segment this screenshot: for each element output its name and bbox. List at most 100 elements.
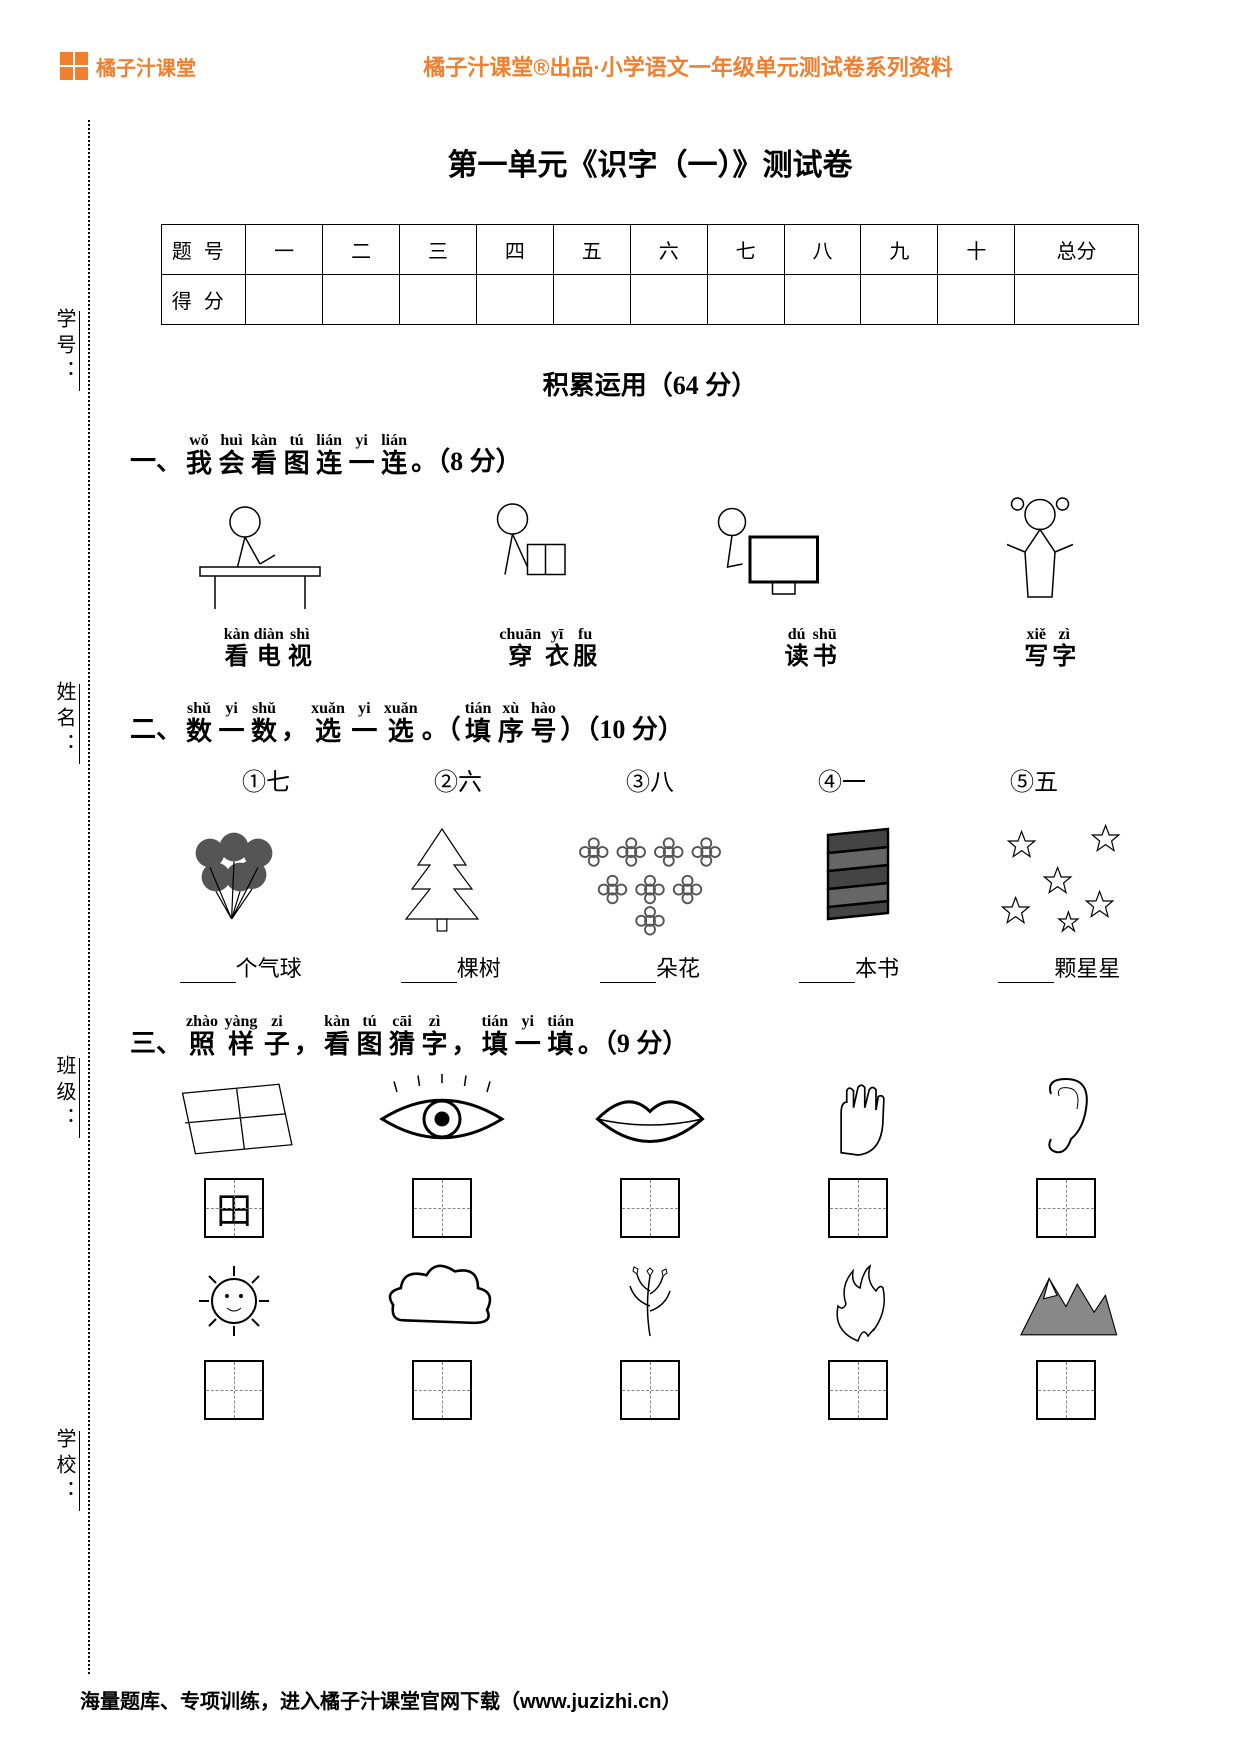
content-area: 第一单元《识字（一）》测试卷 题号 一 二 三 四 五 六 七 八 九 十 总分… — [130, 110, 1170, 1664]
q2-images — [130, 817, 1170, 937]
q3-grids-2 — [130, 1360, 1170, 1420]
ruby-char: lián连 — [381, 432, 407, 478]
image-fire — [783, 1256, 933, 1346]
fill-books[interactable]: 本书 — [799, 951, 899, 983]
grid-blank[interactable] — [620, 1178, 680, 1238]
ruby-char: tián填 — [547, 1013, 574, 1059]
ruby-char: yi一 — [515, 1013, 541, 1059]
label-dushu: dú读shū书 — [785, 626, 837, 670]
image-dressing — [965, 492, 1115, 612]
footer-text: 海量题库、专项训练，进入橘子汁课堂官网下载（www.juzizhi.cn） — [80, 1685, 681, 1714]
brand-text: 橘子汁课堂 — [96, 52, 196, 81]
grid-blank[interactable] — [1036, 1178, 1096, 1238]
ruby-char: yi一 — [349, 432, 375, 478]
image-mountain — [991, 1256, 1141, 1346]
ruby-char: yi一 — [219, 700, 245, 746]
image-mouth — [575, 1074, 725, 1164]
ruby-char: lián连 — [316, 432, 342, 478]
grid-blank[interactable] — [1036, 1360, 1096, 1420]
ruby-char: shǔ数 — [251, 700, 277, 746]
image-tv — [705, 492, 855, 612]
image-reading — [445, 492, 595, 612]
option-3: ③八 — [626, 762, 674, 797]
brand-logo: 橘子汁课堂 — [60, 52, 196, 81]
image-books — [783, 817, 933, 937]
ruby-char: huì会 — [219, 432, 245, 478]
q1-images — [130, 492, 1170, 612]
score-table: 题号 一 二 三 四 五 六 七 八 九 十 总分 得分 — [161, 224, 1139, 325]
q2-fills: 个气球 棵树 朵花 本书 颗星星 — [130, 951, 1170, 983]
side-labels: 学号： 姓名： 班级： 学校： — [50, 160, 80, 1654]
image-sun — [159, 1256, 309, 1346]
fill-tree[interactable]: 棵树 — [401, 951, 501, 983]
ruby-char: zi子 — [264, 1013, 290, 1059]
image-rice — [575, 1256, 725, 1346]
q1-labels: kàn看diàn电shì视 chuān穿yī衣fu服 dú读shū书 xiě写z… — [130, 626, 1170, 670]
score-blank-row: 得分 — [162, 275, 1139, 325]
fill-balloons[interactable]: 个气球 — [180, 951, 302, 983]
side-label-school: 学校： — [50, 1423, 80, 1511]
page-title: 第一单元《识字（一）》测试卷 — [130, 140, 1170, 184]
ruby-char: kàn看 — [324, 1013, 350, 1059]
option-5: ⑤五 — [1010, 762, 1058, 797]
option-2: ②六 — [434, 762, 482, 797]
ruby-char: shǔ数 — [186, 700, 212, 746]
option-1: ①七 — [242, 762, 290, 797]
dotted-margin — [88, 120, 118, 1674]
image-flowers — [575, 817, 725, 937]
grid-example: 田 — [204, 1178, 264, 1238]
image-hand — [783, 1074, 933, 1164]
ruby-char: kàn看 — [251, 432, 277, 478]
ruby-char: tián填 — [482, 1013, 509, 1059]
q3-images-1 — [130, 1074, 1170, 1164]
image-cloud — [367, 1256, 517, 1346]
q3-grids-1: 田 — [130, 1178, 1170, 1238]
page-header: 橘子汁课堂 橘子汁课堂®出品·小学语文一年级单元测试卷系列资料 — [0, 50, 1240, 82]
ruby-char: xuǎn选 — [384, 700, 418, 746]
image-field — [159, 1074, 309, 1164]
q2-heading: 二、 shǔ数 yi一 shǔ数 ， xuǎn选 yi一 xuǎn选 。（ ti… — [130, 690, 1170, 746]
ruby-char: zhào照 — [186, 1013, 218, 1059]
ruby-char: xù序 — [498, 700, 524, 746]
side-label-id: 学号： — [50, 303, 80, 391]
row-label-2: 得分 — [162, 275, 246, 325]
side-label-class: 班级： — [50, 1050, 80, 1138]
ruby-char: tú图 — [284, 432, 310, 478]
grid-blank[interactable] — [412, 1360, 472, 1420]
ruby-char: yàng样 — [225, 1013, 258, 1059]
option-4: ④一 — [818, 762, 866, 797]
ruby-char: cāi猜 — [389, 1013, 415, 1059]
ruby-char: hào号 — [530, 700, 556, 746]
image-eye — [367, 1074, 517, 1164]
fill-stars[interactable]: 颗星星 — [998, 951, 1120, 983]
side-label-name: 姓名： — [50, 676, 80, 764]
image-writing — [185, 492, 335, 612]
grid-blank[interactable] — [412, 1178, 472, 1238]
image-stars — [991, 817, 1141, 937]
brand-icon — [60, 52, 88, 80]
label-chuanyifu: chuān穿yī衣fu服 — [499, 626, 597, 670]
section-heading: 积累运用（64 分） — [130, 365, 1170, 402]
image-balloons — [159, 817, 309, 937]
ruby-char: tú图 — [356, 1013, 382, 1059]
score-header-row: 题号 一 二 三 四 五 六 七 八 九 十 总分 — [162, 225, 1139, 275]
ruby-char: yi一 — [351, 700, 377, 746]
q2-options: ①七 ②六 ③八 ④一 ⑤五 — [170, 762, 1130, 797]
grid-blank[interactable] — [828, 1360, 888, 1420]
q3-heading: 三、 zhào照 yàng样 zi子 ， kàn看 tú图 cāi猜 zì字 ，… — [130, 1003, 1170, 1059]
ruby-char: xuǎn选 — [311, 700, 345, 746]
image-ear — [991, 1074, 1141, 1164]
image-tree — [367, 817, 517, 937]
ruby-char: tián填 — [465, 700, 492, 746]
fill-flowers[interactable]: 朵花 — [600, 951, 700, 983]
ruby-char: wǒ我 — [186, 432, 212, 478]
header-subtitle: 橘子汁课堂®出品·小学语文一年级单元测试卷系列资料 — [196, 50, 1180, 82]
ruby-char: zì字 — [422, 1013, 448, 1059]
row-label-1: 题号 — [162, 225, 246, 275]
label-kandian shi: kàn看diàn电shì视 — [224, 626, 312, 670]
grid-blank[interactable] — [828, 1178, 888, 1238]
grid-blank[interactable] — [204, 1360, 264, 1420]
q1-heading: 一、 wǒ我 huì会 kàn看 tú图 lián连 yi一 lián连 。（8… — [130, 422, 1170, 478]
q3-images-2 — [130, 1256, 1170, 1346]
grid-blank[interactable] — [620, 1360, 680, 1420]
